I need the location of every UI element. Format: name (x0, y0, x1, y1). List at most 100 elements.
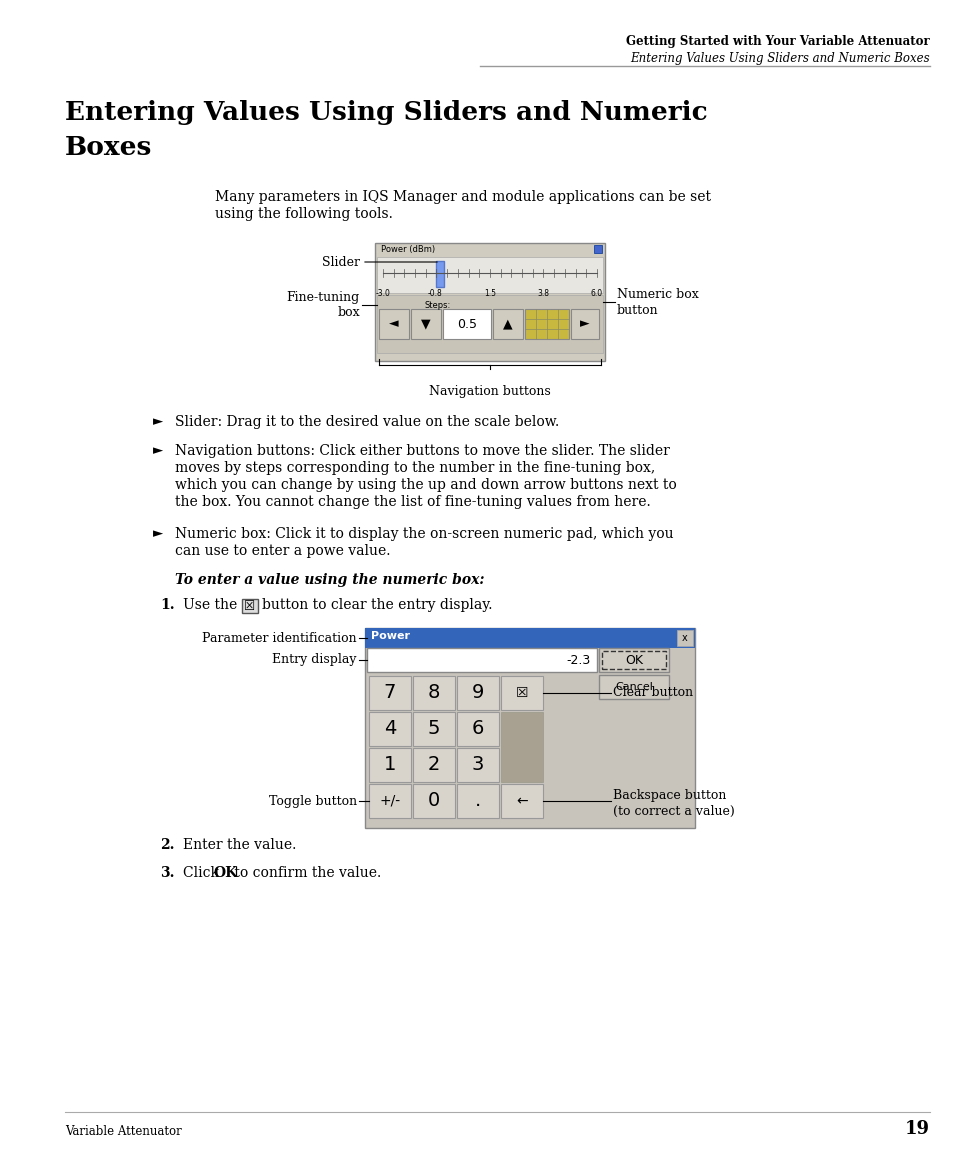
Bar (456, 712, 498, 746)
Text: Toggle button: Toggle button (269, 795, 356, 808)
Text: box: box (337, 306, 359, 320)
Text: ►: ► (152, 527, 163, 540)
Text: -2.3: -2.3 (566, 654, 590, 666)
Text: -0.8: -0.8 (427, 289, 442, 298)
Bar (601, 651, 665, 669)
Text: 3.8: 3.8 (537, 289, 548, 298)
Text: using the following tools.: using the following tools. (214, 207, 393, 221)
Text: moves by steps corresponding to the number in the fine-tuning box,: moves by steps corresponding to the numb… (174, 461, 655, 475)
Bar (598, 648, 668, 672)
Text: Entering Values Using Sliders and Numeric: Entering Values Using Sliders and Numeri… (65, 100, 707, 125)
Text: 3.: 3. (160, 866, 174, 880)
Bar (378, 309, 409, 338)
Text: Click: Click (183, 866, 223, 880)
Bar (524, 309, 568, 338)
Text: 7: 7 (383, 684, 395, 702)
Text: 1: 1 (383, 756, 395, 774)
Text: Slider: Drag it to the desired value on the scale below.: Slider: Drag it to the desired value on … (174, 415, 558, 429)
Text: to confirm the value.: to confirm the value. (230, 866, 381, 880)
Bar (369, 783, 411, 818)
Bar (571, 309, 598, 338)
Text: Fine-tuning: Fine-tuning (287, 292, 359, 305)
Bar (594, 245, 601, 253)
Text: 1.5: 1.5 (483, 289, 496, 298)
Bar (413, 676, 455, 710)
Bar (500, 676, 542, 710)
Text: Backspace button: Backspace button (613, 789, 725, 802)
Bar (376, 296, 602, 353)
Bar (242, 599, 257, 613)
Text: 8: 8 (427, 684, 439, 702)
Bar (369, 676, 411, 710)
Bar (598, 675, 668, 699)
Bar (413, 748, 455, 782)
Bar (500, 783, 542, 818)
Bar (369, 748, 411, 782)
Text: OK: OK (213, 866, 237, 880)
Bar (365, 628, 695, 648)
Text: ►: ► (152, 415, 163, 428)
Text: button to clear the entry display.: button to clear the entry display. (262, 598, 492, 612)
Bar (442, 309, 491, 338)
Bar (413, 712, 455, 746)
Text: 2: 2 (427, 756, 439, 774)
Text: To enter a value using the numeric box:: To enter a value using the numeric box: (174, 573, 484, 586)
Text: Cancel: Cancel (615, 681, 652, 692)
Text: Parameter identification: Parameter identification (202, 632, 356, 644)
Text: +/-: +/- (379, 794, 400, 808)
Text: ←: ← (516, 794, 527, 808)
Bar (375, 243, 604, 360)
Text: 0.5: 0.5 (456, 318, 476, 330)
Text: 19: 19 (904, 1120, 929, 1138)
Text: the box. You cannot change the list of fine-tuning values from here.: the box. You cannot change the list of f… (174, 495, 650, 509)
Text: ☒: ☒ (516, 686, 528, 700)
Text: 9: 9 (472, 684, 484, 702)
Text: Use the: Use the (183, 598, 237, 612)
Text: 2.: 2. (160, 838, 174, 852)
Text: can use to enter a powe value.: can use to enter a powe value. (174, 544, 390, 557)
Text: Getting Started with Your Variable Attenuator: Getting Started with Your Variable Atten… (625, 35, 929, 48)
Text: ▼: ▼ (420, 318, 431, 330)
Bar (376, 257, 602, 293)
Bar (365, 628, 695, 828)
Text: Slider: Slider (322, 255, 359, 269)
Text: Entering Values Using Sliders and Numeric Boxes: Entering Values Using Sliders and Numeri… (630, 52, 929, 65)
Bar (367, 648, 597, 672)
Text: 6: 6 (472, 720, 484, 738)
Text: Power (dBm): Power (dBm) (380, 245, 435, 254)
Text: (to correct a value): (to correct a value) (613, 804, 734, 817)
Text: Entry display: Entry display (273, 654, 356, 666)
Text: ◄: ◄ (389, 318, 398, 330)
Text: .: . (475, 792, 480, 810)
Text: Enter the value.: Enter the value. (183, 838, 296, 852)
Text: 1.: 1. (160, 598, 174, 612)
Text: Numeric box: Click it to display the on-screen numeric pad, which you: Numeric box: Click it to display the on-… (174, 527, 673, 541)
Text: Variable Attenuator: Variable Attenuator (65, 1125, 182, 1138)
Text: which you can change by using the up and down arrow buttons next to: which you can change by using the up and… (174, 478, 676, 493)
Text: OK: OK (624, 654, 642, 666)
Text: x: x (681, 633, 687, 643)
Bar (413, 783, 455, 818)
Bar (500, 712, 542, 782)
Text: -3.0: -3.0 (375, 289, 390, 298)
Bar (411, 309, 440, 338)
Text: Clear button: Clear button (613, 686, 693, 700)
Bar (456, 748, 498, 782)
Text: Many parameters in IQS Manager and module applications can be set: Many parameters in IQS Manager and modul… (214, 190, 710, 204)
Text: ▲: ▲ (502, 318, 513, 330)
Bar (677, 630, 692, 646)
Text: 3: 3 (472, 756, 484, 774)
Bar (493, 309, 522, 338)
Text: 5: 5 (427, 720, 439, 738)
Text: Navigation buttons: Click either buttons to move the slider. The slider: Navigation buttons: Click either buttons… (174, 444, 669, 458)
Text: Numeric box: Numeric box (617, 289, 698, 301)
Bar (456, 783, 498, 818)
Text: Navigation buttons: Navigation buttons (429, 385, 550, 398)
Bar (369, 712, 411, 746)
Text: Power: Power (371, 630, 410, 641)
Bar (456, 676, 498, 710)
Text: ►: ► (152, 444, 163, 457)
Text: Steps:: Steps: (424, 301, 451, 309)
Text: 4: 4 (383, 720, 395, 738)
Text: 0: 0 (428, 792, 439, 810)
